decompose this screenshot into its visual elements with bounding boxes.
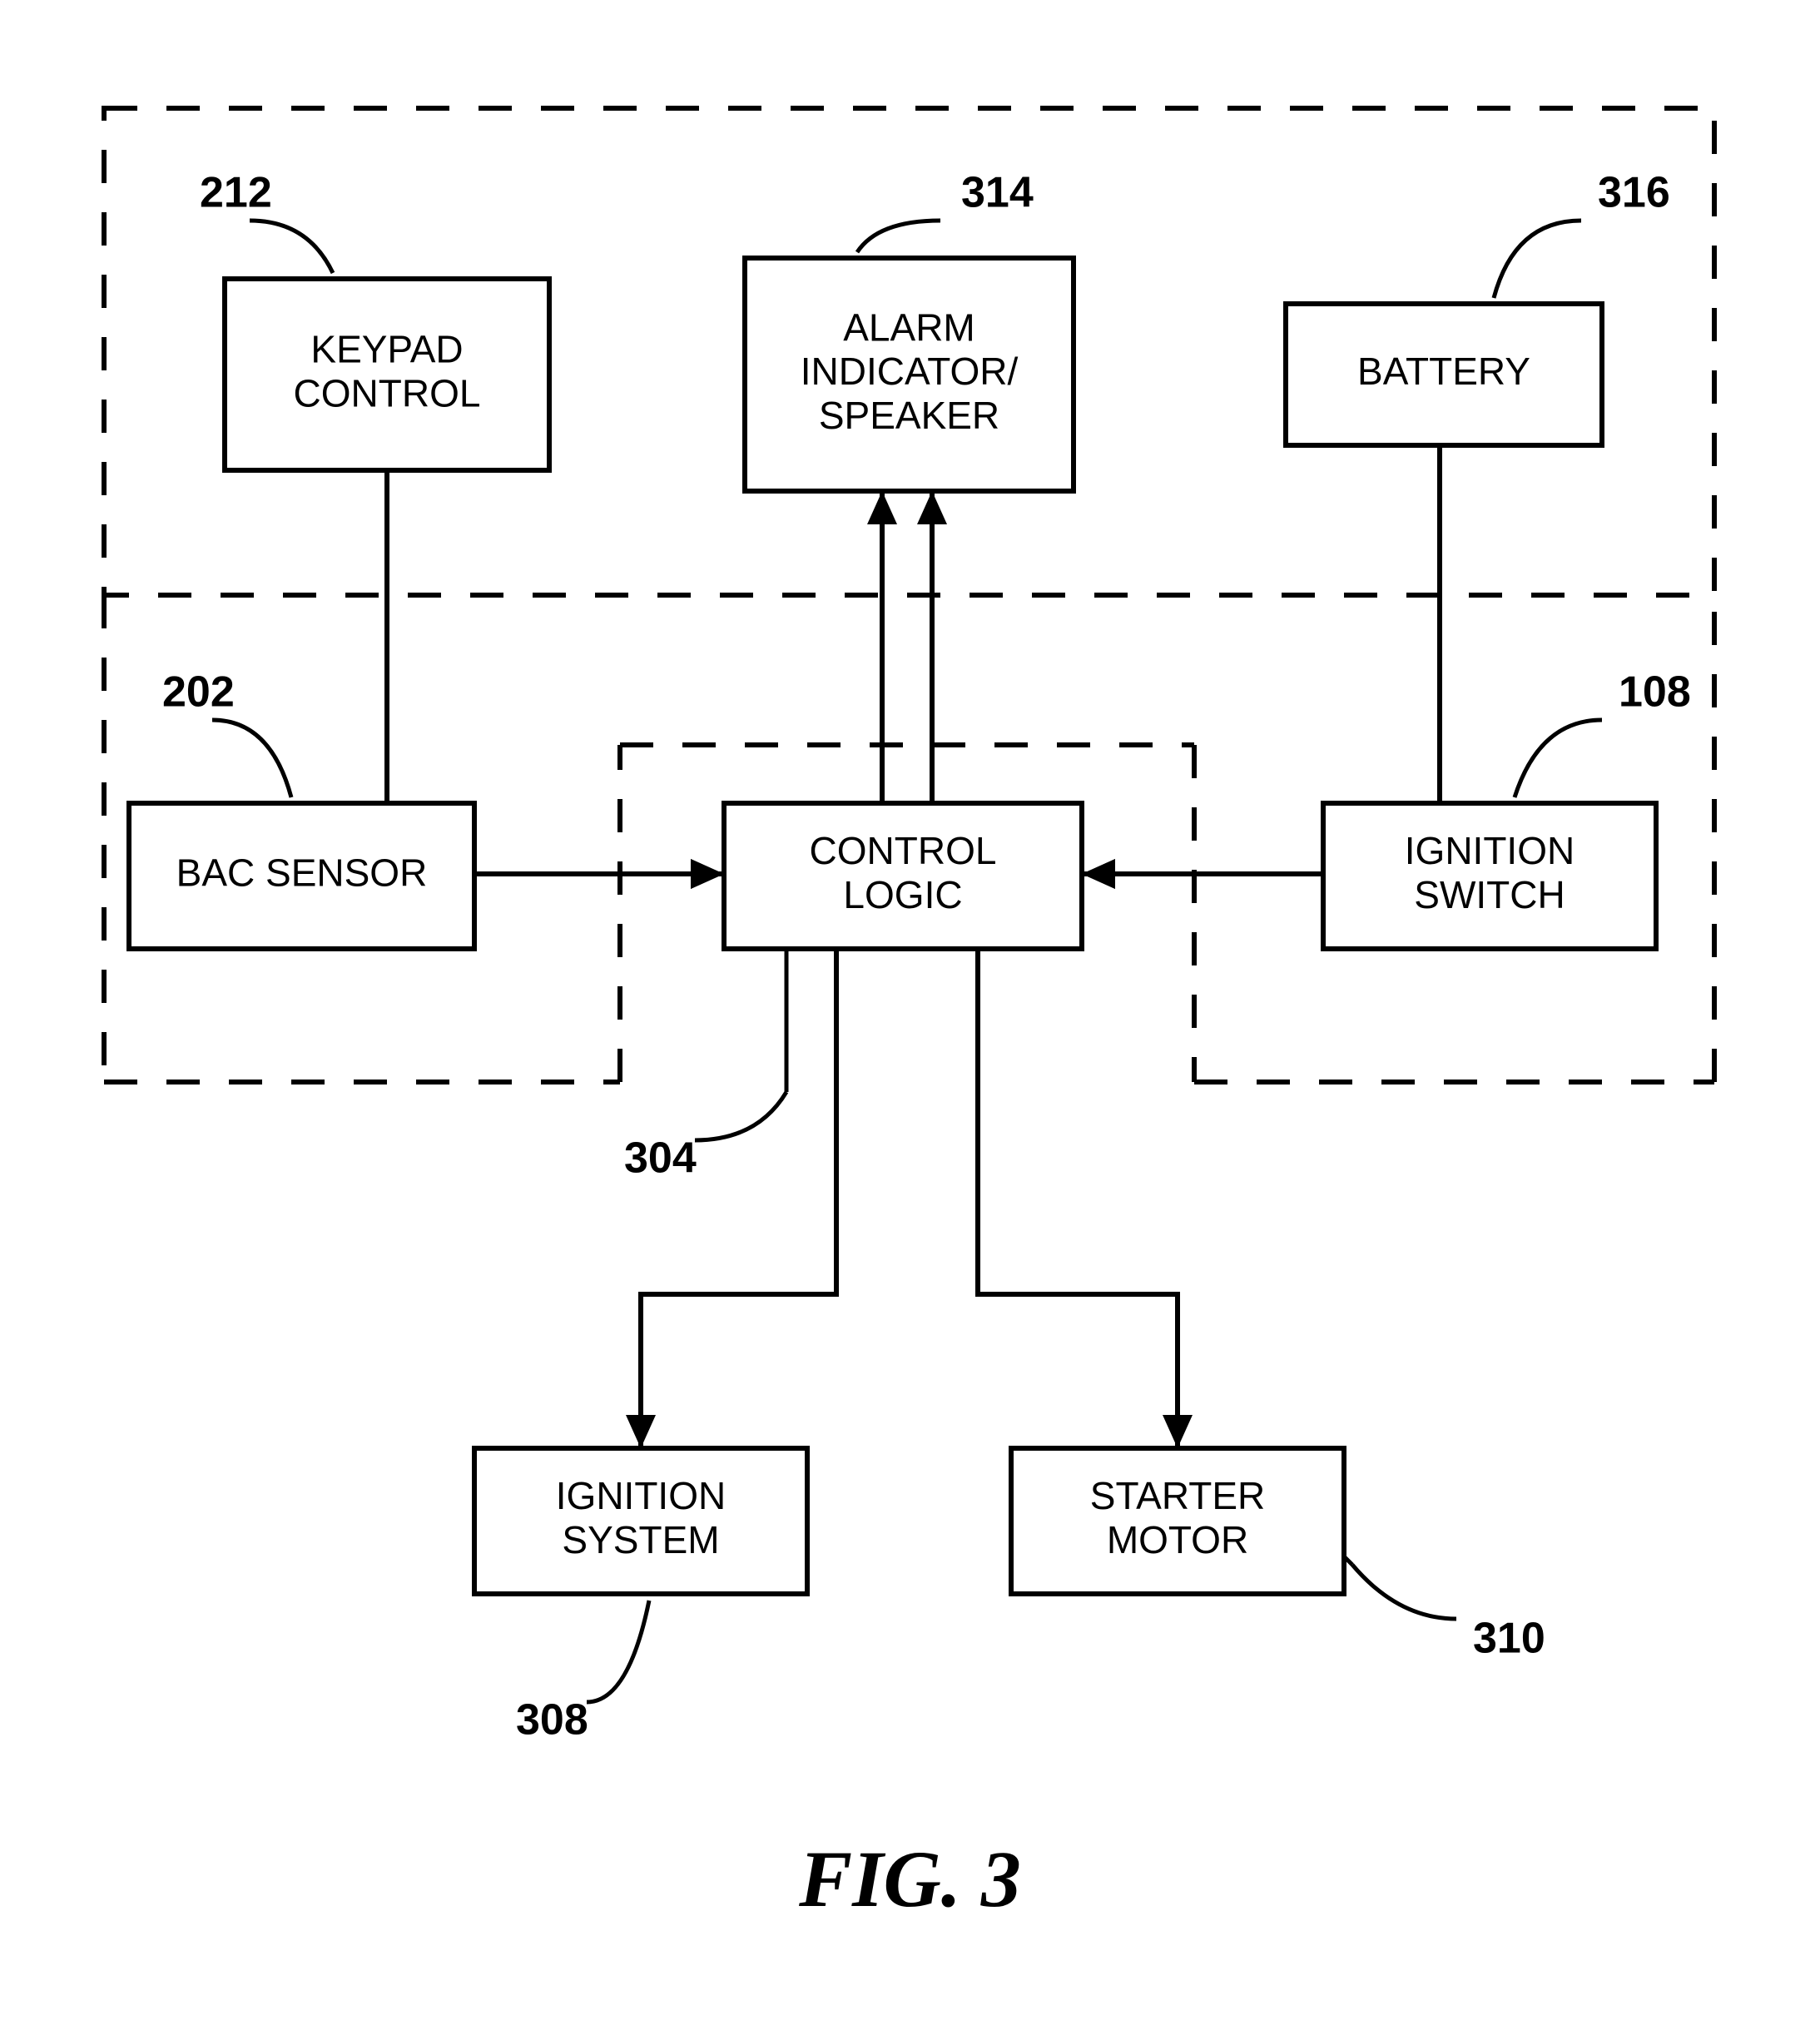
label-ignition_system-line1: SYSTEM <box>562 1518 719 1561</box>
label-alarm-line1: INDICATOR/ <box>801 350 1019 393</box>
ref-ignition_system: 308 <box>516 1696 588 1745</box>
label-keypad-line1: CONTROL <box>294 372 481 415</box>
label-starter-line0: STARTER <box>1090 1474 1265 1517</box>
ref-bac: 202 <box>162 668 235 717</box>
label-ignition_switch-line1: SWITCH <box>1414 873 1565 916</box>
ref-control: 304 <box>624 1134 697 1183</box>
ref-keypad: 212 <box>200 169 272 217</box>
figure-caption: FIG. 3 <box>798 1834 1021 1923</box>
label-ignition_switch-line0: IGNITION <box>1405 829 1575 872</box>
label-alarm-line2: SPEAKER <box>819 394 999 437</box>
label-alarm-line0: ALARM <box>843 305 974 349</box>
ref-alarm: 314 <box>961 169 1034 217</box>
label-bac-line0: BAC SENSOR <box>176 851 428 895</box>
label-starter-line1: MOTOR <box>1107 1518 1248 1561</box>
ref-starter: 310 <box>1473 1615 1545 1663</box>
label-keypad-line0: KEYPAD <box>310 328 463 371</box>
ref-battery: 316 <box>1598 169 1670 217</box>
label-battery-line0: BATTERY <box>1357 350 1530 393</box>
block-diagram: KEYPADCONTROL212ALARMINDICATOR/SPEAKER31… <box>0 0 1820 2035</box>
label-control-line0: CONTROL <box>810 829 997 872</box>
ref-ignition_switch: 108 <box>1619 668 1691 717</box>
label-control-line1: LOGIC <box>843 873 962 916</box>
label-ignition_system-line0: IGNITION <box>556 1474 726 1517</box>
